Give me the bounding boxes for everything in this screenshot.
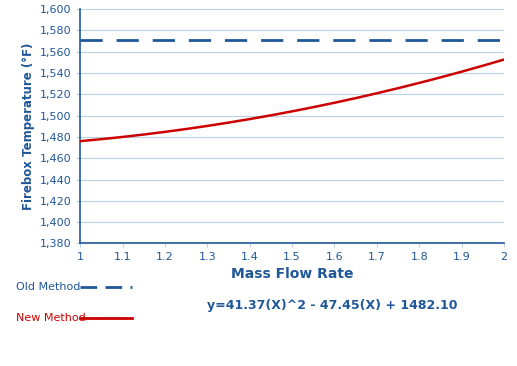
X-axis label: Mass Flow Rate: Mass Flow Rate [231, 266, 353, 281]
Text: Old Method: Old Method [16, 282, 80, 292]
Text: New Method: New Method [16, 313, 85, 324]
Y-axis label: Firebox Temperature (°F): Firebox Temperature (°F) [22, 42, 35, 210]
Text: y=41.37(X)^2 - 47.45(X) + 1482.10: y=41.37(X)^2 - 47.45(X) + 1482.10 [207, 299, 458, 312]
